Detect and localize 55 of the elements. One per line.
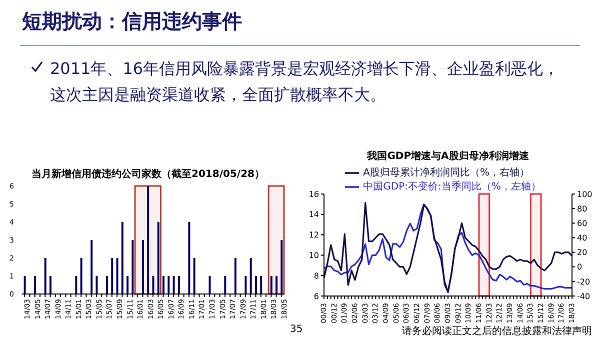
text: 请务必阅读正文之后的信息披露和法律声明 <box>402 324 592 338</box>
bar <box>75 276 78 294</box>
bar <box>168 276 170 294</box>
bar <box>147 186 150 294</box>
bar <box>276 276 278 294</box>
bar <box>270 276 272 294</box>
text: 短期扰动：信用违约事件 <box>22 8 242 35</box>
legend-label: A股归母累计净利润同比（%，右轴） <box>363 168 530 179</box>
y2-tick-label: 40 <box>577 234 588 243</box>
y2-tick-label: 20 <box>577 248 588 258</box>
bar <box>80 258 82 294</box>
y-tick-label: 8 <box>314 271 319 280</box>
y-tick-label: 16 <box>308 190 319 199</box>
bar <box>106 276 108 294</box>
bar <box>90 240 93 294</box>
y-tick-label: 12 <box>308 230 319 240</box>
bar <box>172 276 175 294</box>
chart-title: 我国GDP增速与A股归母净利润增速 <box>366 150 530 164</box>
bar <box>244 276 247 294</box>
bar <box>49 276 52 294</box>
bar <box>188 222 190 294</box>
bar <box>157 222 160 294</box>
bar <box>260 276 262 294</box>
bar <box>224 276 226 294</box>
bar <box>162 276 165 294</box>
bar <box>96 276 98 294</box>
bar <box>142 240 144 294</box>
bar <box>280 240 283 294</box>
text: 35 <box>290 324 303 335</box>
bar <box>234 258 236 294</box>
y2-tick-label: 100 <box>577 190 592 199</box>
y2-tick-label: -40 <box>577 292 590 301</box>
y2-tick-label: 0 <box>577 262 582 272</box>
bar <box>24 276 26 294</box>
bar <box>152 276 154 294</box>
y-tick-label: 6 <box>314 292 319 301</box>
bar <box>193 258 196 294</box>
chart-title: 当月新增信用债违约公司家数（截至2018/05/28） <box>30 168 266 182</box>
legend-label: 中国GDP:不变价:当季同比（%，左轴） <box>363 182 541 193</box>
y2-tick-label: 80 <box>577 204 588 214</box>
bar <box>111 258 114 294</box>
bar <box>254 276 257 294</box>
y-tick-label: 10 <box>308 251 319 260</box>
bar <box>44 258 46 294</box>
bar <box>121 222 124 294</box>
y-tick-label: 14 <box>308 210 319 220</box>
bar <box>116 258 118 294</box>
bar <box>132 240 134 294</box>
bar <box>34 276 36 294</box>
bar <box>250 258 252 294</box>
bar <box>208 276 211 294</box>
y2-tick-label: -20 <box>577 277 590 286</box>
text: 2011年、16年信用风险暴露背景是宏观经济增长下滑、企业盈利恶化，这次主因是融资渠道收紧，全面扩散概率不大。 <box>50 58 560 106</box>
bar <box>178 276 180 294</box>
y2-tick-label: 60 <box>577 218 588 228</box>
